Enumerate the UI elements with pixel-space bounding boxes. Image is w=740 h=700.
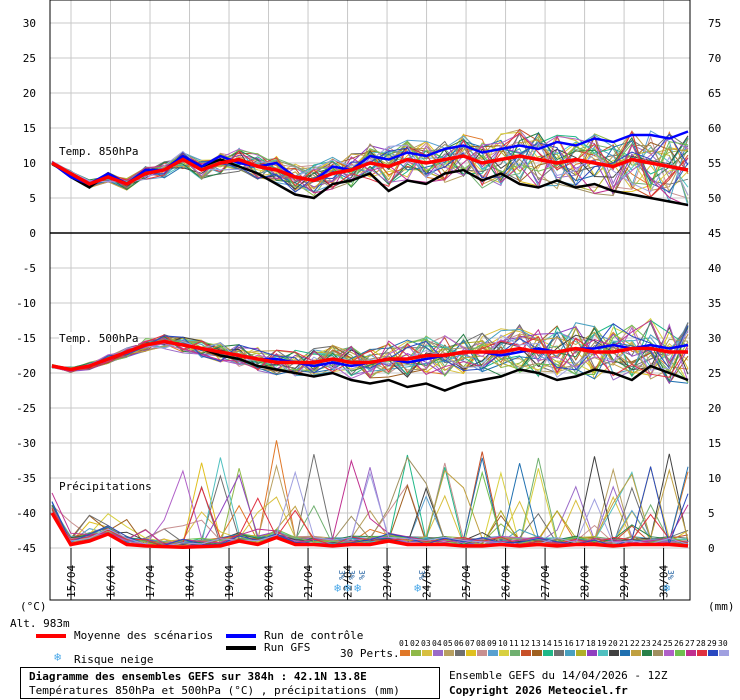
date-label: 21/04	[302, 565, 315, 598]
left-tick-label: -40	[16, 507, 36, 520]
right-tick-label: 65	[708, 87, 721, 100]
member-precip-line	[51, 457, 689, 546]
left-tick-label: -15	[16, 332, 36, 345]
right-tick-label: 45	[708, 227, 721, 240]
right-tick-label: 60	[708, 122, 721, 135]
mean-t500-line	[51, 339, 688, 372]
member-t500-line	[51, 329, 689, 379]
left-tick-label: 25	[23, 52, 36, 65]
left-tick-label: 10	[23, 157, 36, 170]
date-label: 16/04	[105, 565, 118, 598]
date-label: 20/04	[263, 565, 276, 598]
right-tick-label: 25	[708, 367, 721, 380]
left-tick-label: -35	[16, 472, 36, 485]
left-tick-label: -5	[23, 262, 36, 275]
date-label: 30/04	[658, 565, 671, 598]
right-tick-label: 70	[708, 52, 721, 65]
right-tick-label: 50	[708, 192, 721, 205]
right-tick-label: 55	[708, 157, 721, 170]
date-label: 27/04	[539, 565, 552, 598]
date-label: 17/04	[144, 565, 157, 598]
date-label: 19/04	[223, 565, 236, 598]
right-tick-label: 10	[708, 472, 721, 485]
member-precip-line	[51, 440, 689, 547]
left-tick-label: -20	[16, 367, 36, 380]
member-t500-line	[51, 323, 689, 382]
member-t500-line	[51, 331, 689, 373]
date-label: 24/04	[421, 565, 434, 598]
left-tick-label: 20	[23, 87, 36, 100]
member-t500-line	[51, 334, 689, 378]
date-label: 15/04	[65, 565, 78, 598]
left-tick-label: 15	[23, 122, 36, 135]
mean-precip-line	[50, 512, 689, 550]
right-tick-label: 20	[708, 402, 721, 415]
date-label: 23/04	[381, 565, 394, 598]
right-tick-label: 15	[708, 437, 721, 450]
left-tick-label: -30	[16, 437, 36, 450]
date-label: 29/04	[618, 565, 631, 598]
left-tick-label: -10	[16, 297, 36, 310]
right-tick-label: 30	[708, 332, 721, 345]
left-tick-label: 5	[29, 192, 36, 205]
date-label: 25/04	[460, 565, 473, 598]
member-precip-line	[51, 456, 689, 547]
date-label: 22/04	[342, 565, 355, 598]
date-label: 26/04	[500, 565, 513, 598]
left-tick-label: -25	[16, 402, 36, 415]
member-t850-line	[51, 140, 689, 189]
left-tick-label: 30	[23, 17, 36, 30]
member-precip-line	[51, 459, 689, 545]
left-tick-label: 0	[29, 227, 36, 240]
date-label: 18/04	[184, 565, 197, 598]
right-tick-label: 75	[708, 17, 721, 30]
right-tick-label: 40	[708, 262, 721, 275]
date-label: 28/04	[579, 565, 592, 598]
left-tick-label: -45	[16, 542, 36, 555]
right-tick-label: 5	[708, 507, 715, 520]
member-t500-line	[51, 323, 689, 374]
right-tick-label: 0	[708, 542, 715, 555]
mean-t850-line	[51, 154, 689, 186]
main-series-lines	[50, 130, 689, 550]
member-t850-line	[51, 130, 689, 198]
right-tick-label: 35	[708, 297, 721, 310]
member-precip-line	[51, 457, 689, 547]
chart-grid	[50, 0, 690, 600]
member-precip-line	[51, 467, 689, 548]
